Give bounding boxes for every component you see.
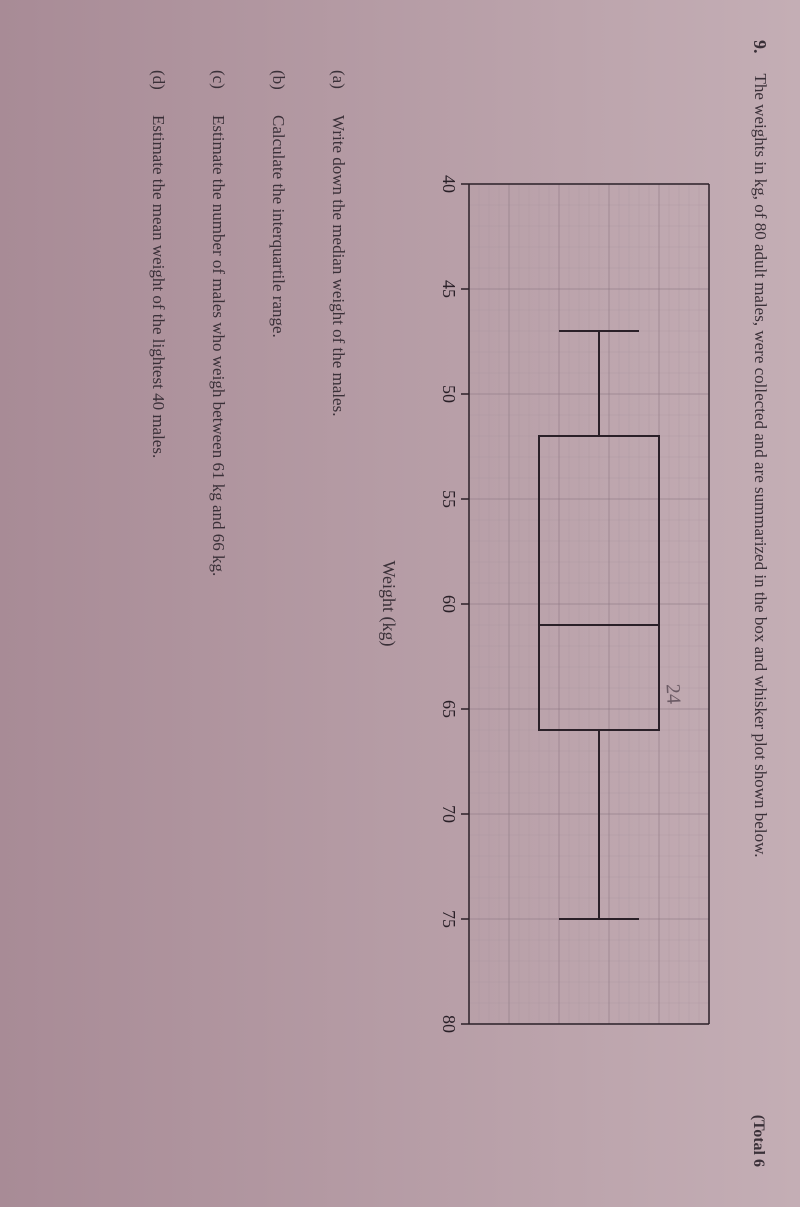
svg-text:75: 75 <box>439 910 459 928</box>
svg-text:55: 55 <box>439 490 459 508</box>
question-number: 9. <box>749 40 770 54</box>
svg-text:45: 45 <box>439 280 459 298</box>
part-d: (d) Estimate the mean weight of the ligh… <box>148 70 168 1167</box>
part-text: Estimate the number of males who weigh b… <box>208 115 228 1167</box>
question-header: 9. The weights in kg, of 80 adult males,… <box>749 40 770 1167</box>
handwritten-annotation: 24 <box>660 683 684 704</box>
svg-text:60: 60 <box>439 595 459 613</box>
part-label: (b) <box>268 70 288 115</box>
part-c: (c) Estimate the number of males who wei… <box>208 70 228 1167</box>
boxplot-svg: 40 45 50 55 60 65 70 75 80 <box>409 164 719 1044</box>
svg-text:80: 80 <box>439 1015 459 1033</box>
total-marks: (Total 6 <box>749 1115 767 1167</box>
svg-text:65: 65 <box>439 700 459 718</box>
part-label: (d) <box>148 70 168 115</box>
part-text: Calculate the interquartile range. <box>268 115 288 1167</box>
svg-text:70: 70 <box>439 805 459 823</box>
part-b: (b) Calculate the interquartile range. <box>268 70 288 1167</box>
part-label: (a) <box>328 70 348 115</box>
boxplot-chart: 24 40 45 50 55 60 65 70 75 80 Weight (kg) <box>378 164 719 1044</box>
part-text: Estimate the mean weight of the lightest… <box>148 115 168 1167</box>
svg-text:50: 50 <box>439 385 459 403</box>
question-text: The weights in kg, of 80 adult males, we… <box>749 74 770 1115</box>
x-axis-label: Weight (kg) <box>378 164 399 1044</box>
part-a: (a) Write down the median weight of the … <box>328 70 348 1167</box>
question-parts: (a) Write down the median weight of the … <box>148 40 348 1167</box>
svg-text:40: 40 <box>439 175 459 193</box>
page-content: 9. The weights in kg, of 80 adult males,… <box>0 0 800 1207</box>
part-text: Write down the median weight of the male… <box>328 115 348 1167</box>
part-label: (c) <box>208 70 228 115</box>
